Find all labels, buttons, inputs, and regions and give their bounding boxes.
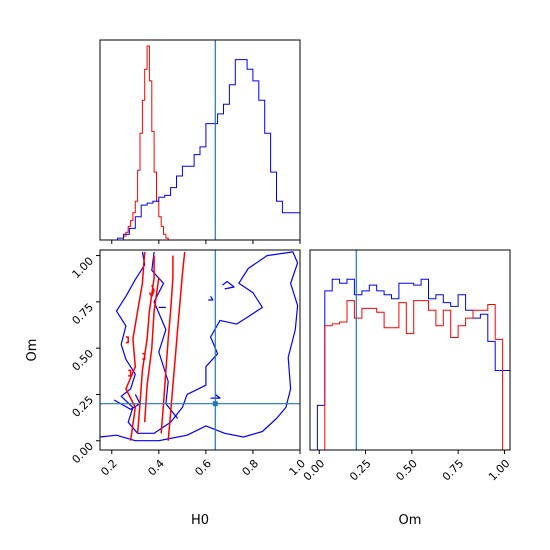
- om-histogram-panel: 0.00 0.25 0.50 0.75 1.00: [301, 249, 513, 484]
- contour-y-tick-label-1: 0.25: [70, 393, 97, 420]
- h0-histogram-panel: [99, 39, 301, 244]
- contour-series-0-line-5: [210, 393, 221, 399]
- contour-x-tick-label-0: 0.2: [98, 457, 120, 479]
- contour-series-1-line-6: [142, 352, 146, 361]
- contour-y-tick-label-0: 0.00: [70, 440, 97, 467]
- contour-series-1-line-7: [125, 336, 129, 344]
- contour-series-1-line-0: [125, 251, 146, 441]
- truth-marker: [212, 401, 218, 407]
- contour-y-tick-label-3: 0.75: [70, 301, 97, 328]
- contour-series-1-line-4: [143, 277, 160, 423]
- om-histogram-series-1: [310, 300, 510, 450]
- h0-histogram-series-1: [100, 59, 300, 240]
- contour-series-1-line-8: [128, 369, 132, 377]
- om-hist-x-tick-label-2: 0.50: [393, 457, 420, 484]
- contour-series-0-line-0: [100, 251, 299, 442]
- om-hist-x-axis-label: Om: [399, 513, 422, 528]
- om-hist-x-tick-label-3: 0.75: [440, 457, 467, 484]
- om-hist-x-tick-label-1: 0.25: [347, 457, 374, 484]
- contour-series-1-line-5: [148, 284, 155, 298]
- h0-histogram-series-0: [123, 45, 171, 240]
- contour-frame: [99, 249, 301, 451]
- contour-x-axis-label: H0: [191, 513, 209, 528]
- om-histogram-series-0: [310, 278, 510, 450]
- contour-series-1-line-1: [167, 251, 186, 441]
- contour-series-0-line-3: [222, 280, 235, 290]
- contour-x-tick-label-1: 0.4: [145, 457, 167, 479]
- contour-y-tick-label-2: 0.50: [70, 347, 97, 374]
- om-hist-x-tick-label-4: 1.00: [486, 457, 513, 484]
- h0-histogram-frame: [99, 39, 301, 241]
- contour-x-tick-label-2: 0.6: [192, 457, 214, 479]
- contour-y-tick-label-4: 1.00: [70, 254, 97, 281]
- om-histogram-frame: [309, 249, 511, 451]
- contour-series-0-line-1: [151, 251, 179, 419]
- om-hist-x-tick-label-0: 0.00: [301, 457, 328, 484]
- contour-x-tick-label-3: 0.8: [239, 457, 261, 479]
- contour-y-axis-label: Om: [25, 339, 40, 362]
- h0-om-contour-panel: 0.2 0.4 0.6 0.8 1.00.000.250.500.751.00: [70, 249, 308, 479]
- contour-series-0-line-4: [208, 295, 214, 301]
